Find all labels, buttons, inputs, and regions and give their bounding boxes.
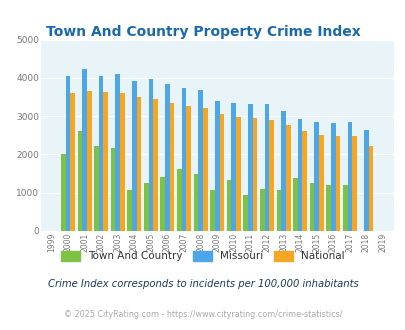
- Bar: [269, 120, 273, 231]
- Bar: [281, 111, 285, 231]
- Bar: [103, 92, 108, 231]
- Bar: [127, 190, 132, 231]
- Bar: [236, 117, 240, 231]
- Bar: [82, 69, 87, 231]
- Bar: [177, 169, 181, 231]
- Bar: [153, 99, 158, 231]
- Bar: [160, 178, 165, 231]
- Bar: [186, 106, 190, 231]
- Bar: [335, 136, 339, 231]
- Bar: [226, 180, 231, 231]
- Bar: [111, 148, 115, 231]
- Bar: [132, 81, 136, 231]
- Bar: [276, 190, 281, 231]
- Text: Crime Index corresponds to incidents per 100,000 inhabitants: Crime Index corresponds to incidents per…: [47, 279, 358, 289]
- Bar: [148, 80, 153, 231]
- Text: © 2025 CityRating.com - https://www.cityrating.com/crime-statistics/: © 2025 CityRating.com - https://www.city…: [64, 310, 341, 319]
- Bar: [98, 76, 103, 231]
- Bar: [120, 93, 124, 231]
- Bar: [66, 76, 70, 231]
- Bar: [214, 101, 219, 231]
- Bar: [297, 119, 302, 231]
- Bar: [342, 185, 347, 231]
- Bar: [198, 90, 202, 231]
- Bar: [318, 135, 323, 231]
- Bar: [347, 121, 351, 231]
- Bar: [219, 114, 224, 231]
- Bar: [143, 183, 148, 231]
- Bar: [252, 118, 257, 231]
- Legend: Town And Country, Missouri, National: Town And Country, Missouri, National: [58, 248, 347, 265]
- Bar: [136, 97, 141, 231]
- Bar: [330, 123, 335, 231]
- Bar: [292, 178, 297, 231]
- Text: Town And Country Property Crime Index: Town And Country Property Crime Index: [45, 25, 360, 39]
- Bar: [70, 93, 75, 231]
- Bar: [169, 103, 174, 231]
- Bar: [363, 130, 368, 231]
- Bar: [210, 190, 214, 231]
- Bar: [231, 103, 236, 231]
- Bar: [264, 104, 269, 231]
- Bar: [165, 83, 169, 231]
- Bar: [326, 185, 330, 231]
- Bar: [115, 75, 120, 231]
- Bar: [243, 195, 247, 231]
- Bar: [309, 183, 313, 231]
- Bar: [259, 189, 264, 231]
- Bar: [285, 125, 290, 231]
- Bar: [302, 131, 306, 231]
- Bar: [61, 154, 66, 231]
- Bar: [181, 88, 186, 231]
- Bar: [87, 91, 91, 231]
- Bar: [94, 146, 98, 231]
- Bar: [313, 121, 318, 231]
- Bar: [368, 147, 373, 231]
- Bar: [351, 136, 356, 231]
- Bar: [202, 108, 207, 231]
- Bar: [247, 104, 252, 231]
- Bar: [193, 174, 198, 231]
- Bar: [77, 131, 82, 231]
